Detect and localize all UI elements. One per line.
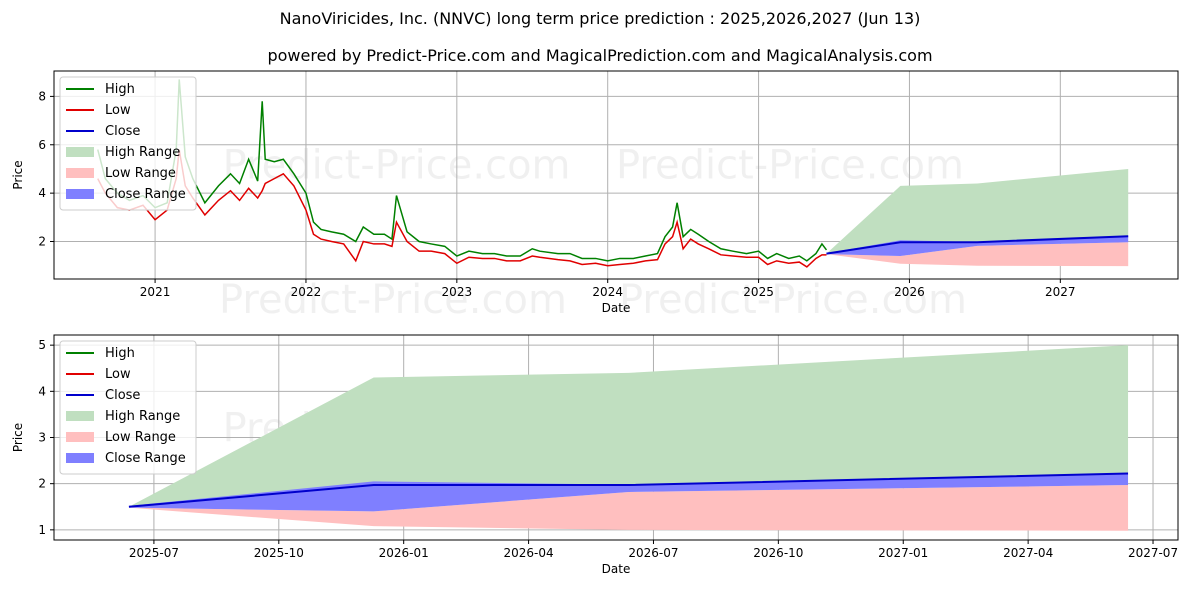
x-axis-label: Date	[602, 301, 631, 315]
high-range-area	[826, 168, 1129, 254]
legend-label: Low	[105, 103, 131, 118]
high-range-area	[128, 345, 1129, 507]
x-tick-label: 2025-07	[129, 546, 179, 560]
x-tick-label: 2026-10	[753, 546, 803, 560]
x-tick-label: 2021	[140, 285, 171, 299]
x-tick-label: 2026-07	[628, 546, 678, 560]
x-tick-label: 2023	[442, 285, 473, 299]
legend-label: High	[105, 82, 135, 97]
chart-panel-0: Predict-Price.com Predict-Price.com Predic…	[11, 70, 1179, 323]
watermark: Predict-Price.com	[619, 277, 967, 323]
legend-label: High	[105, 346, 135, 361]
x-tick-label: 2026-01	[379, 546, 429, 560]
chart-panel-1: Predict-Price.comPredict-Price.com2025-0…	[11, 334, 1179, 576]
close-range-area	[128, 473, 1129, 512]
y-axis-label: Price	[11, 160, 25, 189]
legend-swatch	[66, 168, 94, 178]
legend-label: Low Range	[105, 430, 176, 445]
low-range-area	[128, 485, 1129, 531]
watermark: Predict-Price.com	[223, 143, 571, 189]
chart-title: NanoViricides, Inc. (NNVC) long term pri…	[279, 9, 921, 28]
y-tick-label: 4	[38, 186, 46, 200]
plot-frame	[53, 70, 1179, 280]
x-tick-label: 2022	[291, 285, 322, 299]
legend-label: Low	[105, 367, 131, 382]
legend-swatch	[66, 453, 94, 463]
y-tick-label: 2	[38, 477, 46, 491]
legend-label: Close Range	[105, 451, 186, 466]
close-range-area	[826, 236, 1129, 257]
y-tick-label: 1	[38, 523, 46, 537]
y-tick-label: 2	[38, 235, 46, 249]
x-tick-label: 2027-07	[1128, 546, 1178, 560]
legend-swatch	[66, 432, 94, 442]
y-tick-label: 6	[38, 138, 46, 152]
legend-label: High Range	[105, 409, 180, 424]
x-tick-label: 2026	[894, 285, 925, 299]
legend-label: Close	[105, 388, 140, 403]
y-tick-label: 3	[38, 431, 46, 445]
close-line	[826, 235, 1129, 255]
legend-swatch	[66, 147, 94, 157]
close-line	[128, 472, 1129, 508]
chart-subtitle: powered by Predict-Price.com and Magical…	[267, 46, 933, 65]
legend: High Low Close High Range Low Range Close Ran…	[59, 340, 197, 475]
x-tick-label: 2025-10	[254, 546, 304, 560]
legend-label: Close Range	[105, 187, 186, 202]
x-axis-label: Date	[602, 562, 631, 576]
legend-label: Low Range	[105, 166, 176, 181]
x-tick-label: 2025	[743, 285, 774, 299]
x-tick-label: 2027-01	[878, 546, 928, 560]
legend-label: High Range	[105, 145, 180, 160]
watermark: Predict-Price.com	[219, 277, 567, 323]
plot-frame	[53, 334, 1179, 541]
y-tick-label: 8	[38, 89, 46, 103]
legend-label: Close	[105, 124, 140, 139]
low-line	[97, 149, 827, 268]
legend-swatch	[66, 189, 94, 199]
x-tick-label: 2027-04	[1003, 546, 1053, 560]
x-tick-label: 2026-04	[504, 546, 554, 560]
low-range-area	[826, 242, 1129, 267]
watermark: Predict-Price.com	[616, 143, 964, 189]
high-line	[97, 79, 828, 262]
y-tick-label: 4	[38, 384, 46, 398]
legend: High Low Close High Range Low Range Close Ran…	[59, 76, 197, 211]
legend-swatch	[66, 411, 94, 421]
y-axis-label: Price	[11, 423, 25, 452]
x-tick-label: 2024	[592, 285, 623, 299]
x-tick-label: 2027	[1045, 285, 1076, 299]
y-tick-label: 5	[38, 338, 46, 352]
